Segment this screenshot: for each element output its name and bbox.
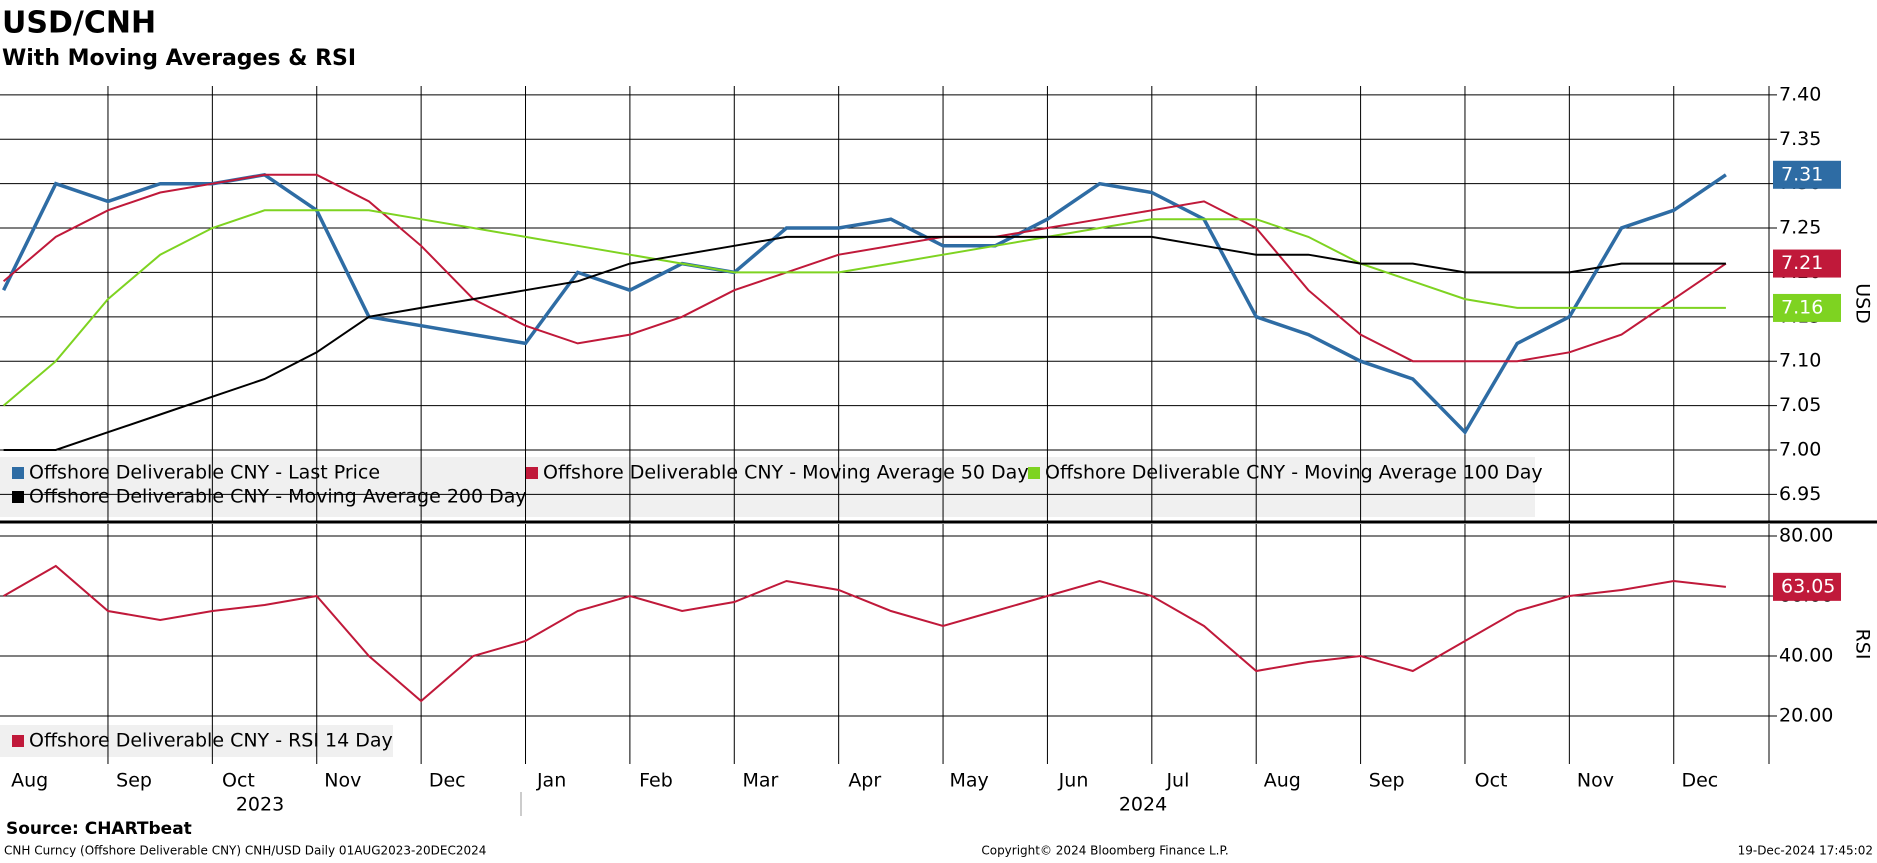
footer-description: CNH Curncy (Offshore Deliverable CNY) CN… <box>4 844 486 858</box>
chart-subtitle: With Moving Averages & RSI <box>2 46 356 71</box>
year-label: 2024 <box>1119 794 1167 816</box>
y-tick-label: 7.05 <box>1779 394 1821 416</box>
x-tick-label: Dec <box>429 770 466 792</box>
last-value-label: 7.21 <box>1781 252 1823 274</box>
legend-label: Offshore Deliverable CNY - Last Price <box>29 462 380 484</box>
last-value-tag <box>1773 160 1841 189</box>
series-line <box>2 173 1727 363</box>
y-tick-label: 80.00 <box>1779 525 1833 547</box>
legend-label: Offshore Deliverable CNY - Moving Averag… <box>29 486 527 508</box>
series-line <box>2 209 1726 407</box>
legend-swatch <box>1028 467 1040 479</box>
legend-label: Offshore Deliverable CNY - Moving Averag… <box>543 462 1029 484</box>
x-tick-label: Apr <box>848 770 881 792</box>
x-tick-label: Aug <box>1264 770 1301 792</box>
y-tick-label: 7.10 <box>1779 350 1821 372</box>
last-value-label: 63.05 <box>1781 575 1835 597</box>
y-tick-label: 6.95 <box>1779 483 1821 505</box>
y-tick-label: 7.25 <box>1779 217 1821 239</box>
x-tick-label: May <box>950 770 989 792</box>
x-tick-label: Sep <box>116 770 152 792</box>
y-tick-label: 20.00 <box>1779 705 1833 727</box>
source: Source: CHARTbeat <box>6 819 192 839</box>
year-label: 2023 <box>236 794 284 816</box>
y-tick-label: 7.35 <box>1779 128 1821 150</box>
legend-swatch <box>12 491 24 503</box>
x-tick-label: Dec <box>1681 770 1718 792</box>
y-tick-label: 7.40 <box>1779 83 1821 105</box>
timestamp: 19-Dec-2024 17:45:02 <box>1738 844 1873 858</box>
copyright: Copyright© 2024 Bloomberg Finance L.P. <box>981 844 1228 858</box>
x-tick-label: Oct <box>222 770 255 792</box>
x-tick-label: Sep <box>1369 770 1405 792</box>
series-line <box>3 235 1726 451</box>
x-tick-label: Oct <box>1475 770 1508 792</box>
x-tick-label: Mar <box>742 770 778 792</box>
y-tick-label: 7.00 <box>1779 438 1821 460</box>
legend-box <box>0 457 1535 517</box>
x-tick-label: Jun <box>1058 770 1089 792</box>
x-tick-label: Aug <box>11 770 48 792</box>
x-tick-label: Nov <box>324 770 361 792</box>
x-tick-label: Jan <box>536 770 566 792</box>
legend-label: Offshore Deliverable CNY - RSI 14 Day <box>29 730 393 752</box>
legend-label: Offshore Deliverable CNY - Moving Averag… <box>1045 462 1543 484</box>
x-tick-label: Feb <box>639 770 673 792</box>
y-tick-label: 40.00 <box>1779 645 1833 667</box>
last-value-tag <box>1773 249 1841 278</box>
x-tick-label: Jul <box>1165 770 1189 792</box>
legend-box <box>0 725 393 757</box>
x-tick-label: Nov <box>1577 770 1614 792</box>
y-axis-label: USD <box>1852 283 1874 324</box>
last-value-tag <box>1773 293 1841 322</box>
y-axis-label: RSI <box>1852 629 1874 660</box>
last-value-tag <box>1773 572 1841 601</box>
series-line <box>3 564 1727 703</box>
chart-title: USD/CNH <box>2 6 156 41</box>
legend-swatch <box>12 467 24 479</box>
series-line <box>2 172 1727 436</box>
legend-swatch <box>12 735 24 747</box>
legend-swatch <box>526 467 538 479</box>
last-value-label: 7.31 <box>1781 163 1823 185</box>
last-value-label: 7.16 <box>1781 296 1823 318</box>
